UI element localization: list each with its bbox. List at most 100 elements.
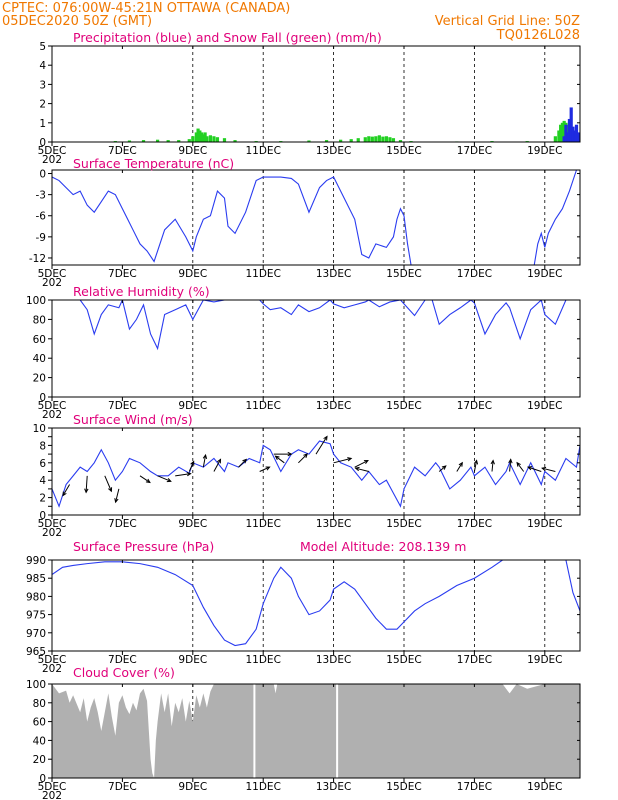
humidity-y-tick-label: 100 — [26, 295, 46, 307]
pressure-data — [52, 560, 580, 647]
location-header: CPTEC: 076:00W-45:21N OTTAWA (CANADA) — [2, 1, 290, 16]
wind-arrow — [438, 465, 447, 472]
precip-bar — [562, 120, 566, 142]
humidity-title: Relative Humidity (%) — [73, 284, 210, 299]
wind-arrow — [238, 459, 247, 468]
pressure-y-tick-label: 970 — [26, 628, 46, 640]
wind-arrow-head — [242, 458, 248, 464]
precip-y-tick-label: 5 — [39, 41, 46, 53]
wind-arrow-head — [62, 491, 67, 497]
precip-bar — [564, 124, 568, 142]
run-date-header: 05DEC2020 50Z (GMT) — [2, 14, 152, 29]
wind-arrow — [473, 460, 478, 472]
pressure-year-fragment: 202 — [42, 663, 62, 675]
precip-x-tick-label: 7DEC — [108, 145, 137, 157]
precip-bar — [566, 132, 570, 142]
humidity-y-tick-label: 20 — [33, 373, 46, 385]
precip-bar — [391, 138, 396, 142]
precip-bar — [191, 136, 195, 142]
humidity-x-tick-label: 7DEC — [108, 400, 137, 412]
precip-data — [113, 107, 580, 142]
cloud-x-tick-label: 9DEC — [178, 781, 207, 793]
precip-bar — [384, 136, 388, 142]
wind-x-tick-label: 13DEC — [316, 518, 351, 530]
precip-y-tick-label: 3 — [39, 79, 46, 91]
precip-bar — [367, 136, 371, 142]
precip-y-tick-label: 2 — [39, 99, 46, 111]
precip-bar — [200, 132, 204, 142]
wind-arrow — [491, 460, 494, 472]
temperature-panel — [48, 169, 581, 269]
precip-bar — [363, 137, 367, 142]
pressure-x-tick-label: 15DEC — [386, 654, 421, 666]
wind-arrow-head — [473, 459, 479, 465]
cloud-x-tick-label: 11DEC — [245, 781, 280, 793]
wind-data — [52, 435, 580, 508]
wind-arrow — [354, 460, 369, 468]
humidity-x-tick-label: 9DEC — [178, 400, 207, 412]
temperature-y-tick-label: -3 — [36, 190, 46, 202]
wind-arrow-head — [265, 466, 271, 471]
wind-arrow-head — [441, 465, 447, 470]
temperature-series-line — [533, 170, 580, 265]
cloud-y-tick-label: 100 — [26, 679, 46, 691]
wind-arrow — [456, 462, 463, 472]
precip-x-tick-label: 11DEC — [245, 145, 280, 157]
precip-bar — [569, 107, 573, 142]
wind-arrow — [516, 462, 525, 472]
precip-x-tick-label: 9DEC — [178, 145, 207, 157]
precip-bar — [573, 130, 577, 142]
wind-arrow — [259, 466, 270, 472]
pressure-y-tick-label: 975 — [26, 610, 46, 622]
pressure-x-tick-label: 5DEC — [38, 654, 67, 666]
cloud-data — [52, 684, 580, 778]
precip-bar — [562, 136, 566, 142]
wind-arrow-head — [108, 487, 113, 493]
precip-bar — [324, 140, 329, 142]
precip-bar — [388, 137, 392, 142]
precip-bar — [203, 132, 207, 142]
wind-x-tick-label: 19DEC — [527, 518, 562, 530]
precip-bar — [574, 124, 579, 142]
temperature-x-tick-label: 11DEC — [245, 268, 280, 280]
wind-x-tick-label: 9DEC — [178, 518, 207, 530]
wind-y-tick-label: 4 — [39, 475, 46, 487]
temperature-y-tick-label: 0 — [39, 169, 46, 181]
pressure-x-tick-label: 19DEC — [527, 654, 562, 666]
pressure-x-tick-label: 7DEC — [108, 654, 137, 666]
humidity-panel — [48, 299, 581, 401]
precip-title: Precipitation (blue) and Snow Fall (gree… — [73, 30, 382, 45]
wind-arrow — [315, 436, 328, 455]
wind-arrow-head — [84, 488, 89, 494]
wind-arrow-head — [516, 461, 521, 467]
wind-series-line — [52, 440, 580, 508]
temperature-x-tick-label: 19DEC — [527, 268, 562, 280]
wind-arrow — [85, 475, 88, 493]
cloud-x-tick-label: 5DEC — [38, 781, 67, 793]
temperature-x-tick-label: 5DEC — [38, 268, 67, 280]
humidity-x-tick-label: 19DEC — [527, 400, 562, 412]
precip-bar — [370, 136, 374, 142]
wind-arrow — [333, 457, 352, 464]
wind-arrow-head — [114, 498, 119, 504]
precip-bar — [205, 136, 209, 142]
wind-arrow-head — [287, 451, 293, 457]
pressure-title: Surface Pressure (hPa) — [73, 539, 214, 554]
wind-arrow-head — [186, 471, 192, 477]
precip-bar — [222, 138, 227, 142]
wind-arrow — [213, 459, 221, 472]
cloud-x-tick-label: 19DEC — [527, 781, 562, 793]
pressure-x-tick-label: 17DEC — [457, 654, 492, 666]
wind-panel — [48, 427, 581, 519]
cloud-y-tick-label: 60 — [33, 717, 46, 729]
pressure-x-tick-label: 11DEC — [245, 654, 280, 666]
precip-frame — [51, 45, 581, 143]
precip-bar — [381, 136, 385, 142]
precip-bar — [553, 136, 557, 142]
pressure-x-tick-label: 13DEC — [316, 654, 351, 666]
precip-panel — [48, 45, 581, 146]
pressure-annotation: Model Altitude: 208.139 m — [300, 539, 466, 554]
precip-y-tick-label: 1 — [39, 118, 46, 130]
cloud-gap — [336, 684, 339, 778]
wind-x-tick-label: 17DEC — [457, 518, 492, 530]
